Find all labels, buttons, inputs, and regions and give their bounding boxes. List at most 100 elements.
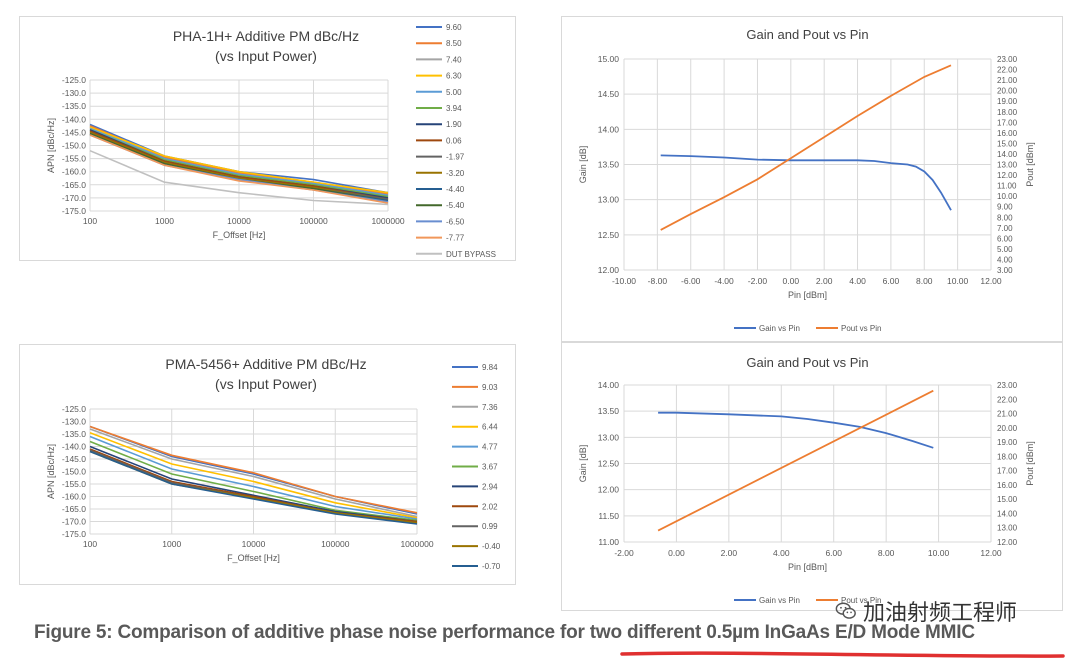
y-tick-label: 13.50	[598, 406, 620, 416]
series-line	[89, 127, 389, 197]
x-axis-label: F_Offset [Hz]	[227, 553, 280, 563]
y-axis-label: Gain [dB]	[578, 146, 588, 184]
x-tick-label: -4.00	[714, 276, 734, 286]
series-line	[89, 131, 389, 202]
y2-tick-label: 19.00	[997, 438, 1018, 447]
y-axis-label: APN [dBc/Hz]	[46, 444, 56, 499]
pma-chart: PMA-5456+ Additive PM dBc/Hz (vs Input Po…	[46, 356, 501, 571]
y-tick-label: -130.0	[62, 88, 86, 98]
legend-label: 3.67	[482, 463, 498, 472]
y2-tick-label: 4.00	[997, 255, 1013, 264]
legend-label: Pout vs Pin	[841, 596, 881, 605]
legend-label: -5.40	[446, 201, 465, 210]
y2-tick-label: 17.00	[997, 467, 1018, 476]
y-tick-label: -165.0	[62, 180, 86, 190]
y2-tick-label: 16.00	[997, 129, 1018, 138]
y-tick-label: -150.0	[62, 467, 86, 477]
y2-tick-label: 13.00	[997, 524, 1018, 533]
y-tick-label: 11.00	[598, 537, 619, 547]
y2-tick-label: 22.00	[997, 66, 1018, 75]
series-line	[89, 435, 418, 520]
legend-label: 6.44	[482, 423, 498, 432]
pha-chart: PHA-1H+ Additive PM dBc/Hz (vs Input Powe…	[46, 23, 496, 259]
y2-tick-label: 14.00	[997, 509, 1018, 518]
x-axis-label: F_Offset [Hz]	[213, 230, 266, 240]
y-tick-label: -170.0	[62, 193, 86, 203]
x-tick-label: 12.00	[980, 548, 1002, 558]
x-tick-label: 1000	[162, 539, 181, 549]
x-tick-label: 1000000	[400, 539, 433, 549]
y-tick-label: 11.50	[598, 511, 619, 521]
gain-pout-chart-1: Gain and Pout vs Pin 12.00 12.50 13.00 13.50…	[578, 27, 1035, 333]
x-tick-label: 6.00	[825, 548, 842, 558]
legend-label: -0.40	[482, 542, 501, 551]
y2-axis-label: Pout [dBm]	[1025, 142, 1035, 187]
y2-axis-label: Pout [dBm]	[1025, 441, 1035, 486]
legend-label: 6.30	[446, 72, 462, 81]
y-tick-label: -130.0	[62, 417, 86, 427]
x-tick-label: 10000	[242, 539, 266, 549]
pha-chart-panel: PHA-1H+ Additive PM dBc/Hz (vs Input Powe…	[19, 16, 516, 261]
legend-label: DUT BYPASS	[446, 250, 496, 259]
y-tick-label: -140.0	[62, 442, 86, 452]
x-tick-label: -6.00	[681, 276, 701, 286]
x-tick-label: 8.00	[878, 548, 895, 558]
y-tick-label: 14.00	[598, 124, 620, 134]
y-tick-label: -135.0	[62, 101, 86, 111]
chart-title: PMA-5456+ Additive PM dBc/Hz	[165, 356, 366, 372]
y2-tick-label: 16.00	[997, 481, 1018, 490]
legend-label: Pout vs Pin	[841, 324, 881, 333]
y-tick-label: -165.0	[62, 504, 86, 514]
y2-tick-label: 12.00	[997, 171, 1018, 180]
y-tick-label: 14.50	[598, 89, 620, 99]
y-axis-label: Gain [dB]	[578, 445, 588, 483]
x-tick-label: 10000	[227, 216, 251, 226]
x-tick-label: 6.00	[883, 276, 900, 286]
legend-label: 1.90	[446, 120, 462, 129]
y2-tick-label: 10.00	[997, 192, 1018, 201]
chart-title: Gain and Pout vs Pin	[746, 27, 868, 42]
y2-tick-label: 15.00	[997, 495, 1018, 504]
legend-label: -7.77	[446, 234, 465, 243]
y-axis-label: APN [dBc/Hz]	[46, 118, 56, 173]
y-tick-label: -155.0	[62, 479, 86, 489]
y2-tick-label: 18.00	[997, 452, 1018, 461]
y-tick-label: 15.00	[598, 54, 620, 64]
gain-pout-chart-panel-1: Gain and Pout vs Pin 12.00 12.50 13.00 13.50…	[561, 16, 1063, 342]
y-tick-label: 13.50	[598, 160, 620, 170]
x-tick-label: 100	[83, 216, 97, 226]
series-line	[89, 126, 389, 194]
y2-tick-label: 22.00	[997, 395, 1018, 404]
legend-label: 7.36	[482, 403, 498, 412]
x-tick-label: 100000	[299, 216, 328, 226]
y2-tick-label: 20.00	[997, 87, 1018, 96]
y-tick-label: -125.0	[62, 75, 86, 85]
y2-tick-label: 18.00	[997, 108, 1018, 117]
wechat-icon	[835, 602, 856, 619]
y2-tick-label: 23.00	[997, 381, 1018, 390]
y2-tick-label: 9.00	[997, 203, 1013, 212]
y-tick-label: 12.50	[598, 230, 620, 240]
y2-tick-label: 5.00	[997, 245, 1013, 254]
x-tick-label: 12.00	[980, 276, 1002, 286]
x-tick-label: 10.00	[928, 548, 950, 558]
x-tick-label: 100000	[321, 539, 350, 549]
x-tick-label: 8.00	[916, 276, 933, 286]
series-line	[660, 64, 952, 231]
y2-tick-label: 6.00	[997, 234, 1013, 243]
legend-label: -4.40	[446, 185, 465, 194]
watermark: 加油射频工程师	[835, 595, 1017, 627]
gain-pout-chart-panel-2: Gain and Pout vs Pin 11.00 11.50 12.00 12.50…	[561, 342, 1063, 611]
legend-label: -0.70	[482, 562, 501, 571]
y-tick-label: 12.50	[598, 459, 620, 469]
caption-underline	[620, 651, 1065, 658]
legend-label: 4.77	[482, 443, 498, 452]
legend-label: -3.20	[446, 169, 465, 178]
legend-label: 7.40	[446, 55, 462, 64]
y-tick-label: -170.0	[62, 517, 86, 527]
y-tick-label: -145.0	[62, 454, 86, 464]
y-tick-label: -160.0	[62, 492, 86, 502]
series-line	[89, 428, 418, 518]
x-tick-label: 0.00	[783, 276, 800, 286]
chart-subtitle: (vs Input Power)	[215, 376, 317, 392]
